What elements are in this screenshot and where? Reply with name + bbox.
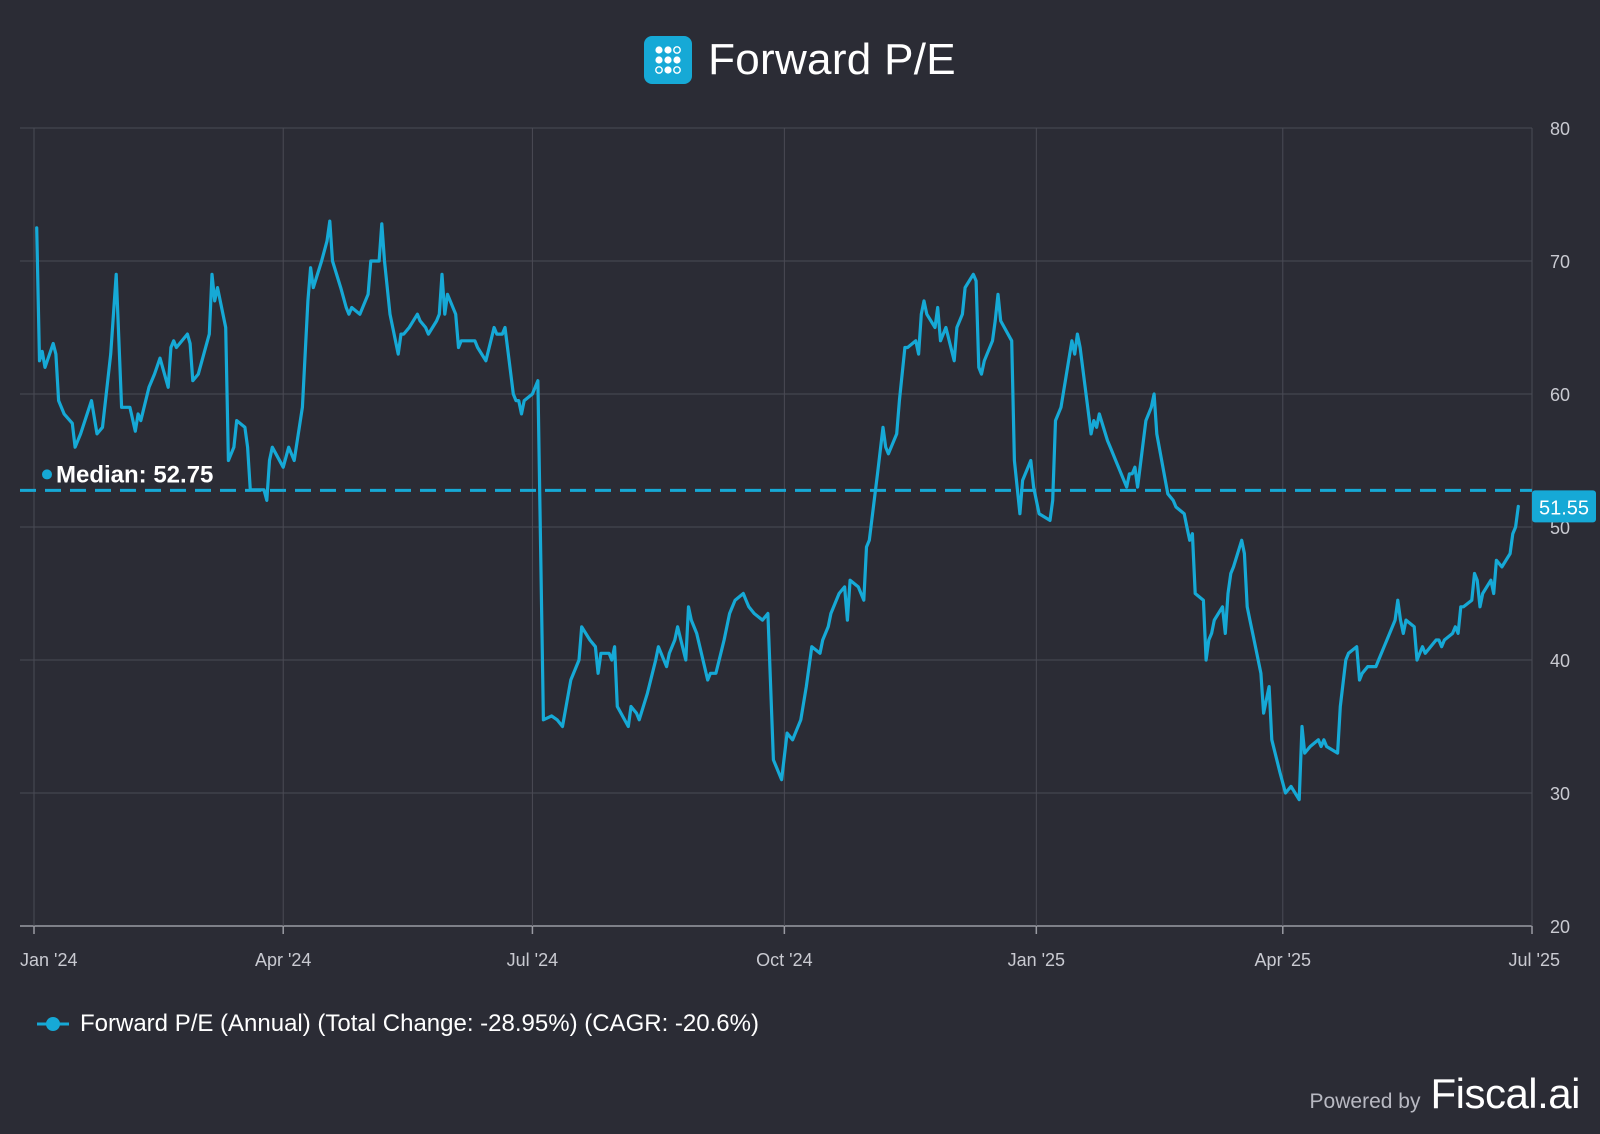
x-tick-label: Oct '24	[756, 950, 812, 970]
footer-branding: Powered by Fiscal.ai	[1309, 1070, 1581, 1118]
y-tick-label: 20	[1550, 917, 1570, 937]
y-tick-label: 60	[1550, 385, 1570, 405]
median-marker-dot	[42, 469, 52, 480]
x-tick-label: Jan '24	[20, 950, 77, 970]
y-tick-label: 30	[1550, 784, 1570, 804]
chart-header: Forward P/E	[0, 30, 1600, 90]
y-tick-label: 40	[1550, 651, 1570, 671]
x-tick-label: Apr '25	[1255, 950, 1311, 970]
fiscal-ai-grid-icon	[644, 36, 693, 84]
median-label: Median: 52.75	[56, 461, 213, 488]
chart-title: Forward P/E	[708, 35, 956, 84]
legend-label: Forward P/E (Annual) (Total Change: -28.…	[80, 1010, 759, 1037]
y-tick-label: 70	[1550, 252, 1570, 272]
line-dot-marker-icon	[37, 1017, 69, 1031]
powered-by-label: Powered by	[1309, 1090, 1421, 1113]
x-tick-label: Apr '24	[255, 950, 311, 970]
last-value-label: 51.55	[1539, 497, 1589, 519]
brand-logo-text: Fiscal.ai	[1430, 1070, 1580, 1117]
y-tick-label: 50	[1550, 518, 1570, 538]
forward-pe-series-line	[35, 219, 1520, 802]
legend-item[interactable]: Forward P/E (Annual) (Total Change: -28.…	[36, 1010, 759, 1038]
x-tick-label: Jul '25	[1509, 950, 1560, 970]
y-tick-label: 80	[1550, 119, 1570, 139]
x-tick-label: Jul '24	[507, 950, 558, 970]
x-tick-label: Jan '25	[1008, 950, 1065, 970]
last-value-badge	[1532, 490, 1596, 523]
